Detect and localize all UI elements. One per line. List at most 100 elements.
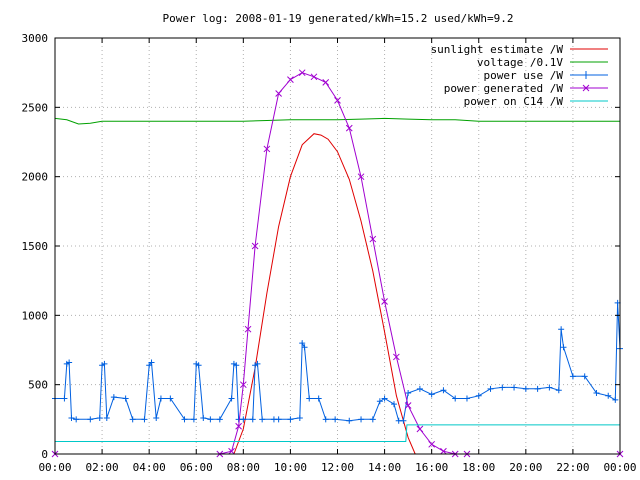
data-point [581, 373, 588, 380]
data-point [239, 381, 247, 389]
data-point [233, 362, 240, 369]
data-point [416, 425, 424, 433]
data-point [393, 353, 400, 361]
x-tick-label: 00:00 [38, 461, 71, 474]
data-point [167, 395, 174, 402]
data-point [251, 242, 259, 250]
series-line-power-generated-w [55, 72, 620, 455]
data-point [440, 447, 447, 455]
legend-label: power use /W [484, 69, 564, 82]
data-point [263, 145, 271, 153]
data-point [369, 416, 376, 423]
data-point [511, 384, 518, 391]
data-point [240, 416, 247, 423]
data-point [369, 235, 377, 243]
y-tick-label: 1500 [22, 240, 49, 253]
data-point [405, 389, 412, 396]
data-point [190, 416, 197, 423]
data-point [357, 173, 365, 181]
data-point [216, 416, 223, 423]
series-line-power-on-c14-w [55, 424, 620, 442]
data-point [275, 90, 282, 97]
grid [55, 38, 620, 454]
data-point [87, 416, 94, 423]
data-point [345, 124, 353, 132]
x-tick-label: 00:00 [603, 461, 636, 474]
chart-title: Power log: 2008-01-19 generated/kWh=15.2… [163, 12, 514, 25]
data-point [235, 422, 242, 430]
data-point [96, 414, 103, 421]
data-point [499, 384, 506, 391]
data-point [593, 389, 600, 396]
data-point [110, 394, 117, 401]
y-tick-label: 3000 [22, 32, 49, 45]
data-point [249, 416, 256, 423]
x-tick-label: 16:00 [415, 461, 448, 474]
data-point [332, 416, 339, 423]
data-point [301, 344, 308, 351]
y-axis: 0 500 1000 1500 2000 2500 3000 [22, 32, 620, 461]
y-tick-label: 500 [28, 379, 48, 392]
data-point [487, 385, 494, 392]
data-point [440, 387, 447, 394]
x-tick-label: 10:00 [274, 461, 307, 474]
x-tick-label: 18:00 [462, 461, 495, 474]
data-point [103, 414, 110, 421]
series-power-use-w [52, 299, 623, 424]
legend-label: voltage /0.1V [477, 56, 563, 69]
data-point [287, 416, 294, 423]
data-point [381, 395, 388, 402]
data-point [296, 414, 303, 421]
data-point [605, 392, 612, 399]
data-point [475, 392, 482, 399]
x-tick-label: 20:00 [509, 461, 542, 474]
data-point [346, 417, 353, 424]
x-tick-label: 04:00 [133, 461, 166, 474]
data-point [322, 416, 329, 423]
data-point [612, 396, 619, 403]
data-point [428, 440, 436, 448]
data-point [275, 416, 282, 423]
data-point [452, 395, 459, 402]
data-point [560, 344, 567, 351]
data-point [310, 73, 318, 81]
data-point [416, 385, 423, 392]
y-tick-label: 1000 [22, 309, 49, 322]
series-voltage-0-1v [54, 117, 620, 125]
x-tick-label: 12:00 [321, 461, 354, 474]
data-point [400, 417, 407, 424]
data-point [299, 340, 306, 347]
series-line-voltage-0-1v [54, 117, 620, 125]
legend-label: sunlight estimate /W [431, 43, 564, 56]
data-point [376, 398, 383, 405]
data-point [73, 416, 80, 423]
data-point [322, 79, 330, 86]
data-point [391, 401, 397, 408]
series-area [51, 69, 624, 458]
data-point [306, 395, 313, 402]
series-line-sunlight-estimate-w [233, 133, 416, 455]
data-point [122, 395, 129, 402]
x-tick-label: 22:00 [556, 461, 589, 474]
data-point [228, 395, 235, 402]
legend-label: power generated /W [444, 82, 564, 95]
x-axis: 00:00 02:00 04:00 06:00 08:00 10:00 12:00 14:00… [38, 38, 637, 474]
data-point [298, 69, 306, 77]
data-point [287, 76, 294, 83]
data-point [534, 385, 541, 392]
data-point [207, 416, 214, 423]
data-point [181, 416, 188, 423]
series-power-on-c14-w [55, 424, 620, 442]
data-point [555, 387, 562, 394]
data-point [101, 360, 108, 367]
data-point [244, 325, 252, 333]
data-point [200, 414, 207, 421]
legend-marker [582, 84, 590, 92]
data-point [157, 395, 164, 402]
legend-marker [582, 71, 590, 79]
series-sunlight-estimate-w [233, 133, 416, 455]
series-line-power-use-w [55, 302, 621, 422]
data-point [358, 416, 365, 423]
data-point [228, 447, 235, 455]
